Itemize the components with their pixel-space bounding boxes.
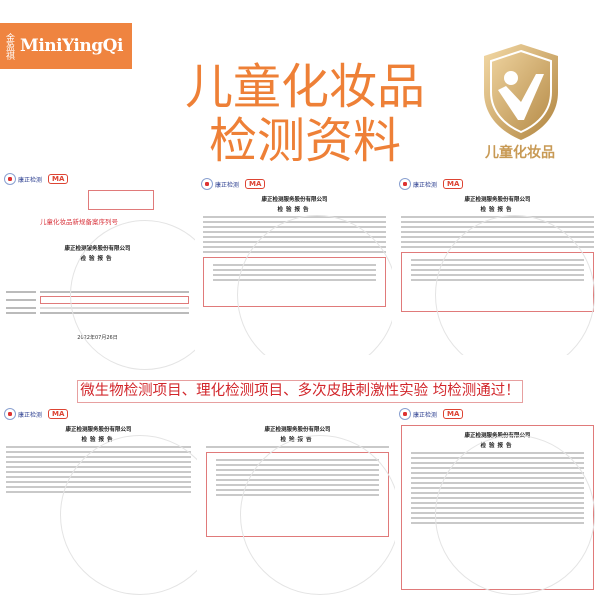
ma-mark: MA [245,179,266,189]
ma-mark: MA [443,409,464,419]
company-name: 康正检测服务股份有限公司 [264,427,331,433]
report-title: 检验报告 [81,437,116,443]
badge-label: 儿童化妆品 [485,145,555,161]
lab-logo: 康正检测 [4,408,42,420]
ma-mark: MA [443,179,464,189]
watermark [70,220,195,370]
filing-note: 儿童化妆品新规备案序列号 [40,218,118,226]
company-name: 康正检测服务股份有限公司 [65,427,132,433]
brand-logo-cn: 金盈祺 [4,32,14,60]
headline-line1: 儿童化妆品 [184,59,425,115]
shield-person-icon [484,44,558,140]
lab-logo: 康正检测 [4,173,42,185]
heavy-metal-report-document: 康正检测 MA 康正检测服务股份有限公司 检验报告 [395,175,600,355]
skin-irritation-report-document: 康正检测 MA 康正检测服务股份有限公司 检验报告 [395,405,600,600]
watermark [240,435,395,595]
brand-logo: 金盈祺 MiniYingQi [0,23,132,69]
ma-mark: MA [48,174,69,184]
lab-logo: 康正检测 [399,178,437,190]
lab-logo: 康正检测 [399,408,437,420]
lab-logo: 康正检测 [201,178,239,190]
report-cover-document: 康正检测 MA 儿童化妆品新规备案序列号 康正检测服务股份有限公司 检验报告 2… [0,170,195,370]
company-name: 康正检测服务股份有限公司 [464,197,531,203]
watermark [237,215,392,355]
company-name: 康正检测服务股份有限公司 [261,197,328,203]
report-title: 检验报告 [277,207,312,213]
test-pass-banner: 微生物检测项目、理化检测项目、多次皮肤刺激性实验 均检测通过！ [77,380,523,403]
physicochemical-report-document: 康正检测 MA 康正检测服务股份有限公司 检验报告 [0,405,197,600]
watermark [435,435,595,595]
ma-mark: MA [48,409,69,419]
filing-box [88,190,154,210]
test-method-report-document: 康正检测服务股份有限公司 检验报告 [200,405,395,600]
microbiology-report-document: 康正检测 MA 康正检测服务股份有限公司 检验报告 [197,175,392,355]
report-title: 检验报告 [480,207,515,213]
watermark [60,435,197,595]
brand-logo-en: MiniYingQi [20,36,123,56]
headline-line2: 检测资料 [208,113,401,169]
